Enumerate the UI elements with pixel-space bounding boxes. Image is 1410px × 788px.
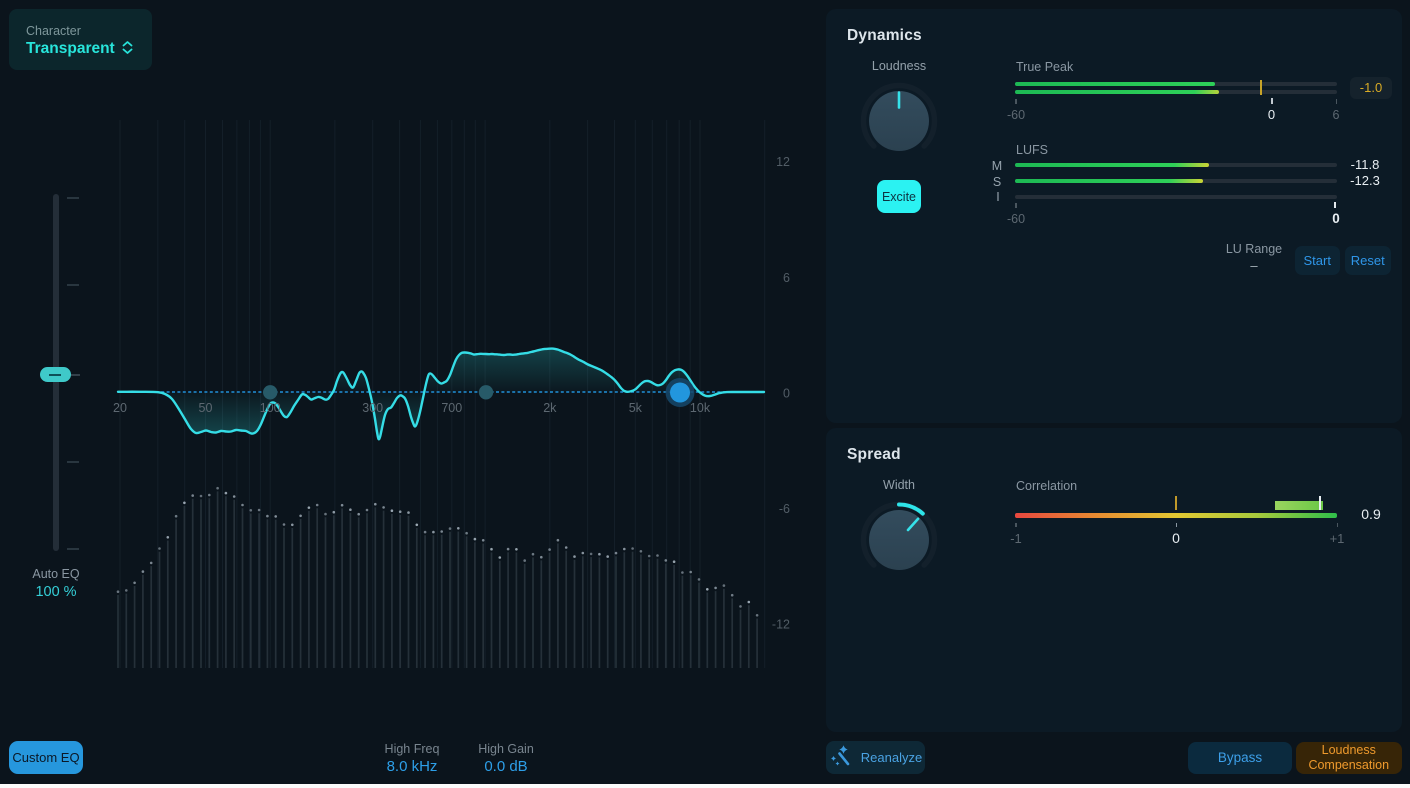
svg-text:20: 20 [113, 401, 127, 415]
svg-text:0: 0 [783, 386, 790, 400]
svg-text:100: 100 [260, 401, 281, 415]
svg-text:300: 300 [362, 401, 383, 415]
svg-text:12: 12 [776, 155, 790, 169]
svg-text:50: 50 [199, 401, 213, 415]
svg-text:2k: 2k [543, 401, 557, 415]
svg-text:10k: 10k [690, 401, 711, 415]
svg-text:-12: -12 [772, 617, 790, 631]
svg-text:6: 6 [783, 271, 790, 285]
svg-text:-6: -6 [779, 502, 790, 516]
svg-text:5k: 5k [629, 401, 643, 415]
svg-text:700: 700 [441, 401, 462, 415]
